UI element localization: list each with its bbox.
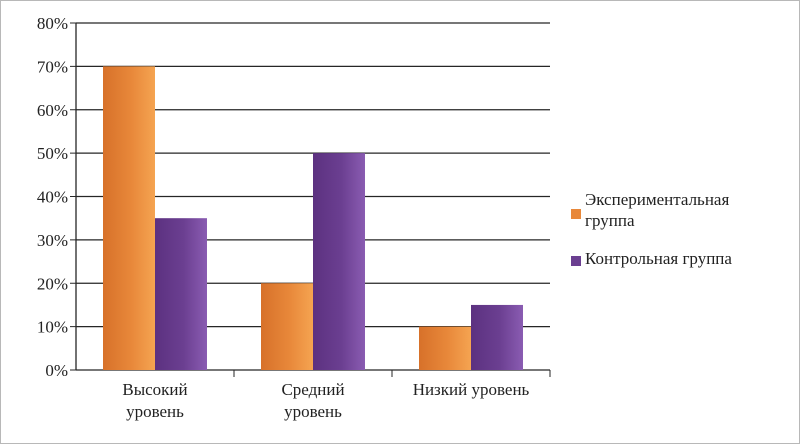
bar-experimental [103,66,155,370]
legend-label: Контрольная группа [585,249,732,268]
y-tick-label: 60% [37,101,68,120]
y-tick-label: 0% [45,361,68,380]
bar-control [313,153,365,370]
y-tick-label: 20% [37,274,68,293]
x-tick-label: Высокий [122,380,187,399]
y-tick-label: 80% [37,14,68,33]
legend-swatch [571,256,581,266]
y-tick-label: 30% [37,231,68,250]
y-tick-label: 10% [37,318,68,337]
bar-control [471,304,523,370]
y-tick-label: 70% [37,57,68,76]
bar-experimental [261,283,313,370]
y-tick-label: 50% [37,144,68,163]
x-tick-label: Средний [281,380,344,399]
x-tick-label: уровень [126,402,184,421]
x-tick-label: Низкий уровень [413,380,530,399]
y-tick-label: 40% [37,188,68,207]
bar-experimental [419,326,471,370]
legend-label: группа [585,211,635,230]
bar-control [155,218,207,370]
x-tick-label: уровень [284,402,342,421]
legend-swatch [571,209,581,219]
legend-label: Экспериментальная [585,190,729,209]
